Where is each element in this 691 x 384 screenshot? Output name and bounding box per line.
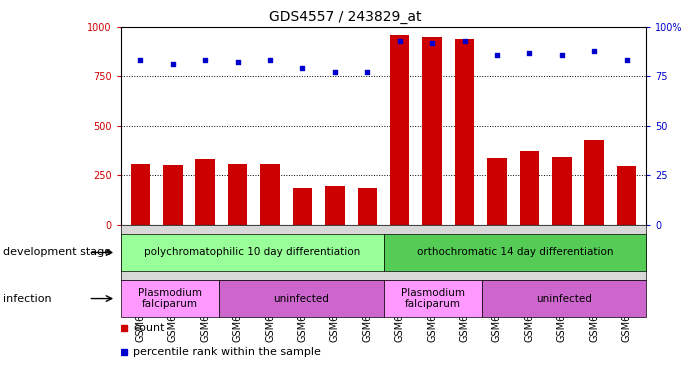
Point: [265, 58, 276, 64]
Text: count: count: [133, 323, 164, 333]
Point: [589, 48, 600, 54]
Bar: [520, 151, 539, 225]
Bar: [455, 39, 474, 225]
Bar: [487, 158, 507, 225]
Text: development stage: development stage: [3, 247, 111, 258]
Point: [330, 69, 341, 75]
Bar: [357, 188, 377, 225]
Bar: [131, 164, 150, 225]
Bar: [121, 280, 220, 317]
Bar: [384, 234, 646, 271]
Bar: [220, 280, 384, 317]
Bar: [293, 188, 312, 225]
Bar: [261, 164, 280, 225]
Text: polychromatophilic 10 day differentiation: polychromatophilic 10 day differentiatio…: [144, 247, 360, 258]
Text: GDS4557 / 243829_at: GDS4557 / 243829_at: [269, 10, 422, 23]
Bar: [384, 280, 482, 317]
Point: [394, 38, 405, 44]
Text: infection: infection: [3, 293, 52, 304]
Point: [135, 58, 146, 64]
Point: [362, 69, 373, 75]
Point: [200, 58, 211, 64]
Bar: [585, 140, 604, 225]
Point: [491, 51, 502, 58]
Bar: [552, 157, 571, 225]
Bar: [163, 166, 182, 225]
Text: uninfected: uninfected: [274, 293, 330, 304]
Text: Plasmodium
falciparum: Plasmodium falciparum: [138, 288, 202, 310]
Point: [621, 58, 632, 64]
Bar: [617, 166, 636, 225]
Point: [167, 61, 178, 68]
Text: orthochromatic 14 day differentiation: orthochromatic 14 day differentiation: [417, 247, 613, 258]
Bar: [422, 37, 442, 225]
Point: [556, 51, 567, 58]
Point: [459, 38, 470, 44]
Bar: [390, 35, 410, 225]
Point: [297, 65, 308, 71]
Text: Plasmodium
falciparum: Plasmodium falciparum: [401, 288, 465, 310]
Bar: [325, 186, 345, 225]
Bar: [228, 164, 247, 225]
Bar: [482, 280, 646, 317]
Point: [524, 50, 535, 56]
Bar: [196, 159, 215, 225]
Point: [232, 60, 243, 66]
Text: percentile rank within the sample: percentile rank within the sample: [133, 347, 321, 357]
Point: [426, 40, 437, 46]
Bar: [121, 234, 384, 271]
Text: uninfected: uninfected: [536, 293, 592, 304]
